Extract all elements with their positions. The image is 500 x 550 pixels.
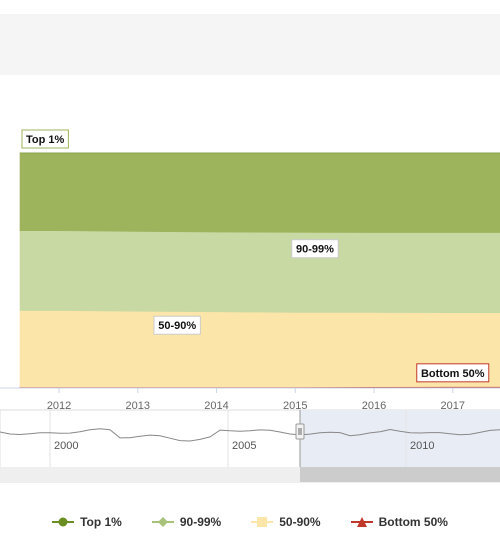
legend-item-top1[interactable]: Top 1% [52, 515, 122, 529]
navigator-handle-grip [295, 423, 305, 440]
annotation-50-90-: 50-90% [153, 315, 201, 335]
legend-symbol-bottom50-icon [350, 516, 373, 528]
legend-label-90-99: 90-99% [179, 515, 222, 529]
x-tick-label: 2013 [126, 400, 150, 412]
annotation-90-99-: 90-99% [291, 239, 339, 259]
legend-symbol-90-99-icon [151, 516, 174, 528]
legend-item-90-99[interactable]: 90-99% [151, 515, 222, 529]
annotation-top-1-: Top 1% [21, 129, 69, 149]
navigator-series-line [0, 428, 500, 442]
legend-label-bottom50: Bottom 50% [378, 515, 448, 529]
annotation-text: Bottom 50% [421, 368, 485, 380]
area-series-50-90- [19, 310, 500, 388]
navigator-scrollbar-thumb [300, 467, 500, 482]
navigator-label-2005: 2005 [232, 440, 256, 452]
legend-label-50-90: 50-90% [279, 515, 321, 529]
x-tick-label: 2014 [204, 400, 228, 412]
top-toolbar-area [0, 14, 500, 75]
legend: Top 1% 90-99% 50-90% Bottom 50% [0, 510, 500, 534]
legend-label-top1: Top 1% [80, 515, 122, 529]
annotation-text: Top 1% [26, 134, 65, 146]
annotation-text: 50-90% [158, 320, 196, 332]
annotation-box [21, 129, 69, 149]
annotation-bottom-50-: Bottom 50% [416, 363, 490, 383]
area-series-top-1- [19, 153, 500, 233]
x-tick-label: 2017 [441, 400, 465, 412]
legend-symbol-50-90-icon [251, 516, 274, 528]
legend-item-50-90[interactable]: 50-90% [251, 515, 321, 529]
annotation-box [416, 363, 490, 383]
navigator-label-2010: 2010 [410, 440, 434, 452]
area-series-90-99- [19, 231, 500, 314]
annotation-text: 90-99% [296, 244, 334, 256]
x-tick-label: 2012 [47, 400, 71, 412]
annotation-box [153, 315, 201, 335]
navigator-handle[interactable] [295, 410, 305, 467]
x-tick-label: 2016 [362, 400, 386, 412]
x-tick-label: 2015 [283, 400, 307, 412]
legend-symbol-top1-icon [52, 516, 75, 528]
legend-item-bottom50[interactable]: Bottom 50% [350, 515, 448, 529]
navigator-label-2000: 2000 [54, 440, 78, 452]
annotation-box [291, 239, 339, 259]
